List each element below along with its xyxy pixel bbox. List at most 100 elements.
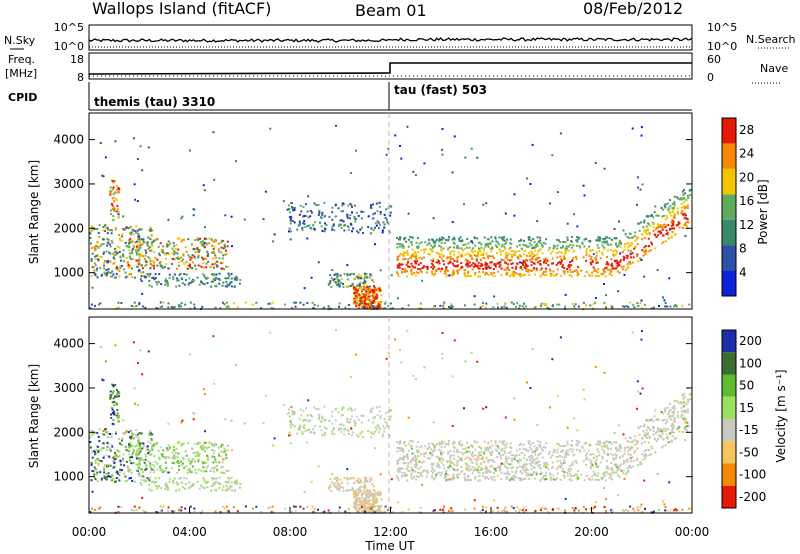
power-echo (628, 232, 631, 235)
power-echo (477, 250, 480, 253)
velocity-echo (604, 479, 607, 482)
velocity-echo (417, 471, 420, 474)
power-echo (657, 223, 660, 226)
power-echo (299, 204, 302, 207)
power-echo (89, 232, 92, 235)
power-echo (456, 245, 459, 248)
power-echo (431, 246, 434, 249)
power-echo (686, 217, 688, 220)
velocity-echo (598, 443, 601, 446)
power-echo (495, 240, 498, 243)
power-echo (415, 241, 418, 244)
power-echo (363, 277, 366, 280)
velocity-echo (361, 430, 363, 433)
power-echo (466, 260, 469, 262)
velocity-echo (166, 488, 169, 491)
velocity-echo (198, 453, 201, 456)
velocity-echo (604, 441, 606, 444)
velocity-echo (375, 406, 378, 409)
power-echo (354, 291, 357, 293)
power-echo (539, 259, 542, 262)
velocity-echo (93, 476, 96, 479)
power-echo (566, 268, 569, 270)
power-echo (531, 256, 534, 259)
power-echo (684, 222, 687, 225)
power-echo (390, 302, 392, 305)
velocity-echo (112, 385, 115, 388)
power-echo (384, 302, 386, 305)
power-echo (307, 216, 310, 219)
power-echo (403, 271, 406, 273)
velocity-echo (355, 415, 358, 418)
velocity-echo (116, 409, 119, 412)
velocity-echo (559, 466, 562, 469)
velocity-echo (374, 495, 377, 498)
velocity-echo (673, 410, 675, 413)
power-echo (131, 276, 134, 278)
power-echo (183, 273, 186, 275)
power-colorbar-tick: 12 (739, 218, 754, 232)
power-echo (510, 273, 513, 276)
power-echo (298, 223, 301, 226)
power-echo (615, 237, 617, 240)
velocity-echo (396, 462, 399, 465)
power-echo (224, 214, 227, 217)
power-echo (622, 265, 625, 268)
velocity-echo (410, 466, 413, 469)
velocity-echo (396, 450, 399, 453)
velocity-echo (527, 440, 530, 443)
velocity-echo (214, 466, 217, 469)
power-echo (522, 264, 524, 267)
velocity-echo (512, 457, 515, 460)
velocity-echo (624, 447, 626, 450)
power-echo (566, 222, 569, 225)
power-echo (333, 280, 336, 283)
velocity-echo (353, 502, 356, 504)
power-echo (603, 241, 606, 244)
velocity-echo (473, 458, 476, 461)
velocity-echo (369, 491, 372, 494)
velocity-echo (439, 474, 442, 477)
velocity-echo (446, 473, 449, 476)
power-echo (289, 238, 292, 241)
velocity-echo (611, 469, 614, 472)
power-echo (131, 240, 134, 243)
power-echo (180, 277, 183, 280)
velocity-echo (180, 464, 183, 467)
power-echo (505, 306, 508, 309)
power-echo (438, 244, 441, 247)
power-echo (135, 251, 138, 254)
velocity-echo (662, 427, 665, 430)
power-echo (441, 304, 444, 307)
velocity-echo (570, 475, 573, 478)
power-echo (291, 207, 294, 210)
velocity-echo (382, 425, 385, 428)
velocity-echo (120, 469, 123, 471)
power-echo (272, 240, 275, 243)
velocity-echo (96, 445, 99, 448)
velocity-echo (481, 457, 483, 460)
velocity-echo (504, 452, 507, 454)
power-echo (374, 301, 377, 304)
velocity-echo (218, 476, 221, 479)
power-echo (140, 264, 143, 267)
velocity-echo (349, 477, 352, 480)
velocity-echo (159, 469, 162, 472)
velocity-echo (588, 449, 591, 452)
velocity-echo (536, 448, 539, 451)
power-echo (450, 306, 453, 309)
power-echo (443, 301, 446, 304)
velocity-echo (671, 407, 674, 409)
velocity-echo (420, 474, 423, 477)
power-echo (482, 268, 485, 271)
velocity-echo (378, 490, 381, 493)
power-echo (453, 238, 456, 241)
power-echo (207, 253, 210, 256)
power-echo (655, 236, 658, 238)
power-echo (650, 214, 653, 217)
power-echo (436, 268, 439, 271)
power-echo (547, 264, 550, 267)
power-echo (636, 302, 639, 305)
power-echo (617, 263, 620, 266)
velocity-echo (196, 480, 199, 483)
